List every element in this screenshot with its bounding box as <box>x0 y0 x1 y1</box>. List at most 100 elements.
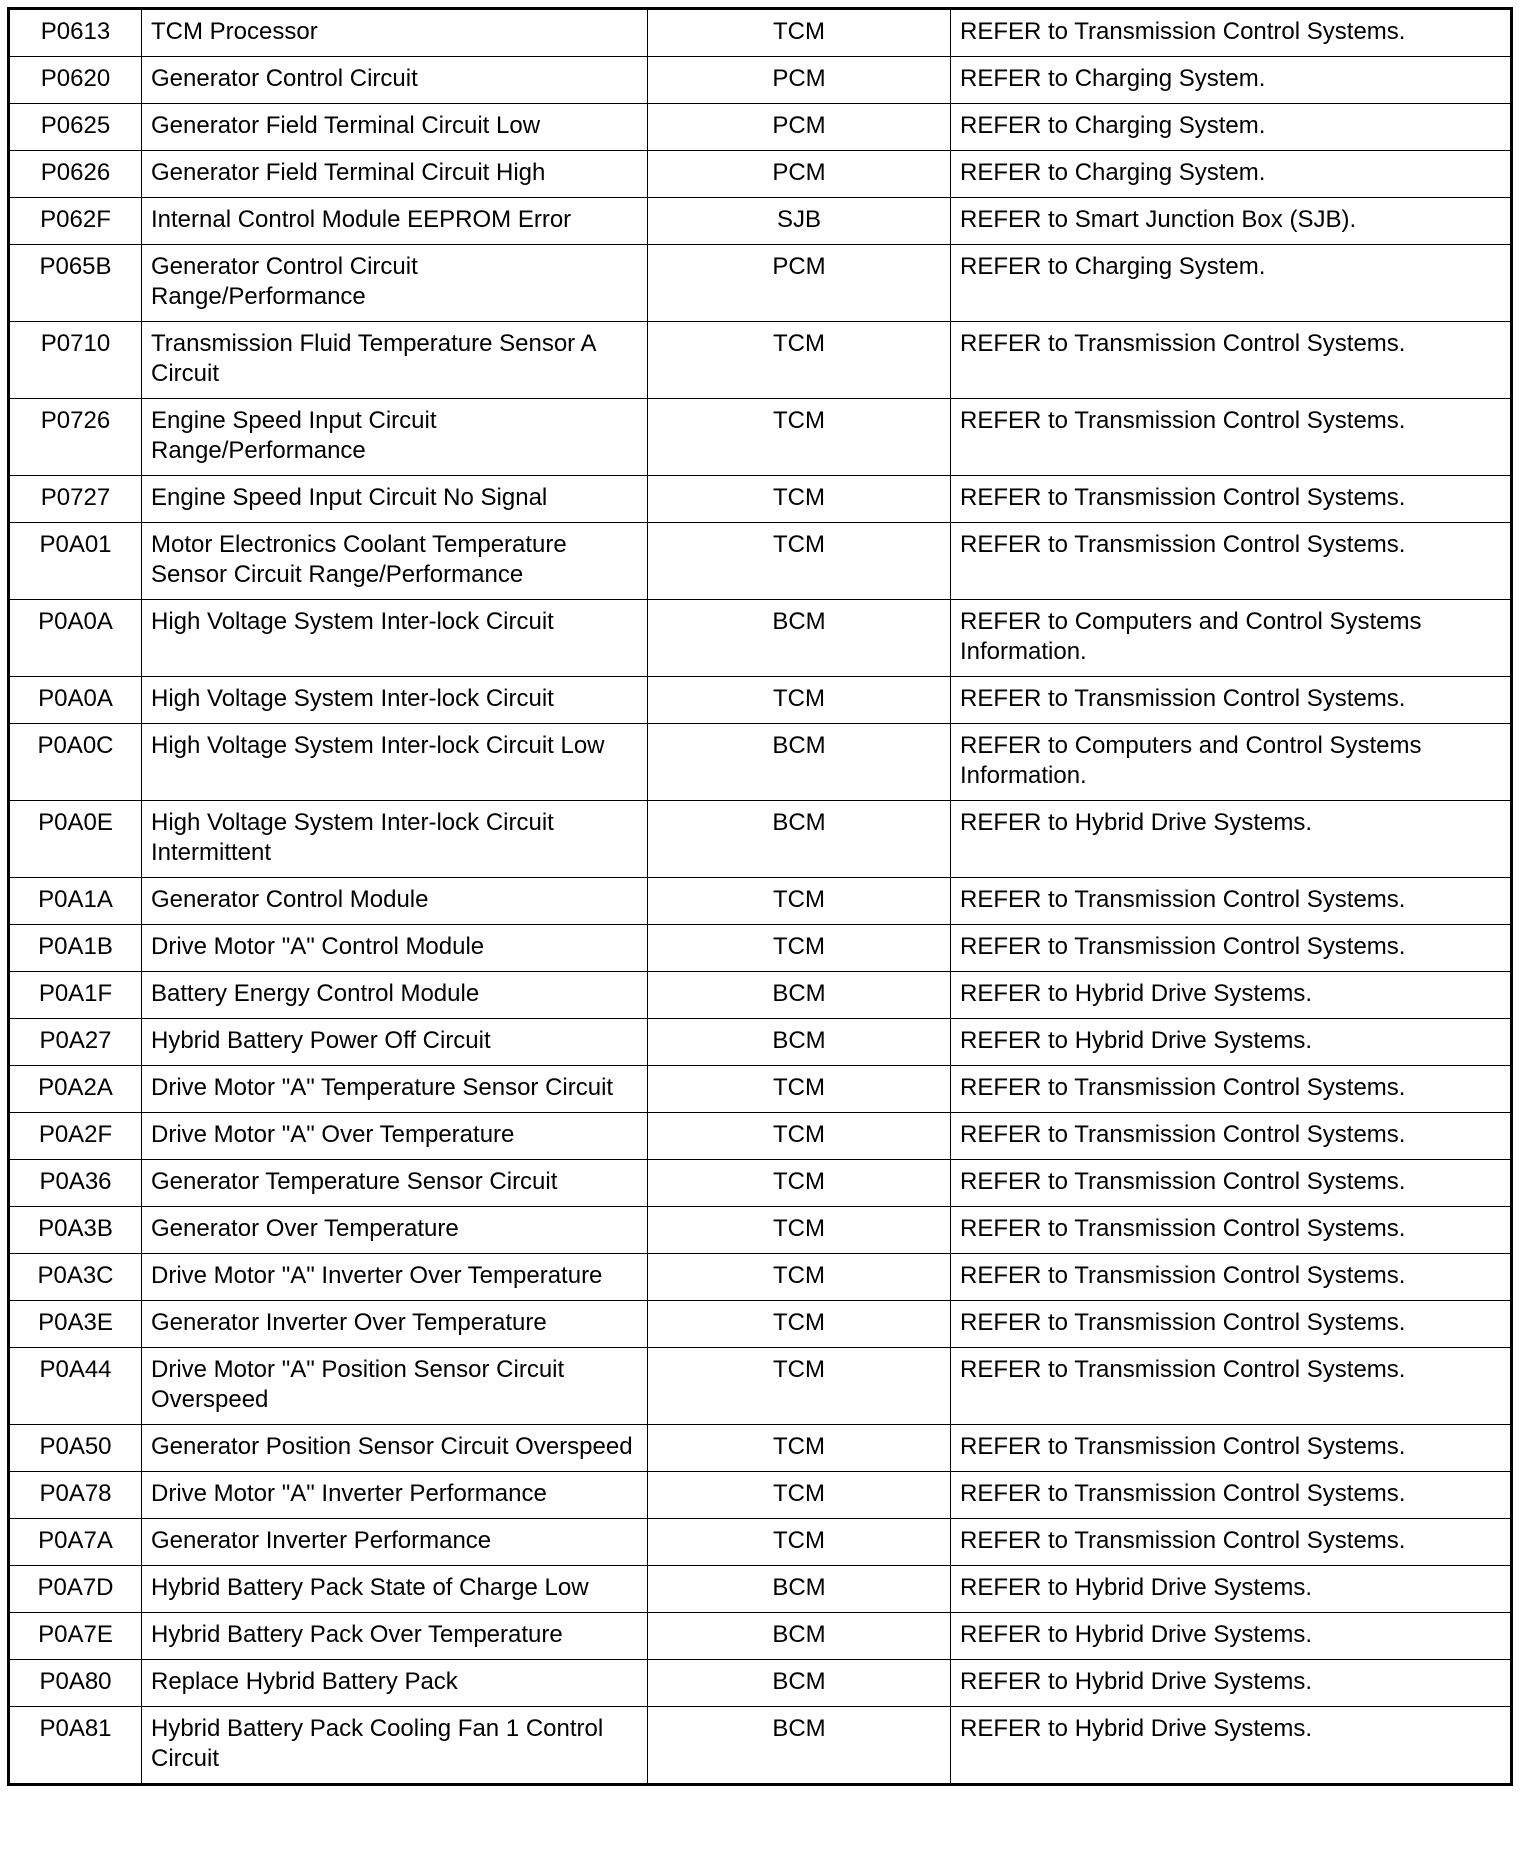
module-cell: TCM <box>647 1112 951 1160</box>
table-row: P0A2F Drive Motor "A" Over Temperature TCM… <box>8 1112 1512 1160</box>
table-row: P0A1F Battery Energy Control Module BCM REF… <box>8 971 1512 1019</box>
dtc-code-cell: P065B <box>8 244 142 322</box>
description-cell: Generator Field Terminal Circuit Low <box>141 103 648 151</box>
table-row: P0A1A Generator Control Module TCM REFER to… <box>8 877 1512 925</box>
dtc-code-cell: P0A1A <box>8 877 142 925</box>
dtc-code-cell: P0A3B <box>8 1206 142 1254</box>
dtc-code-cell: P0A3E <box>8 1300 142 1348</box>
action-cell: REFER to Smart Junction Box (SJB). <box>950 197 1512 245</box>
module-cell: BCM <box>647 1018 951 1066</box>
dtc-code-cell: P0A3C <box>8 1253 142 1301</box>
module-cell: PCM <box>647 244 951 322</box>
description-cell: Generator Field Terminal Circuit High <box>141 150 648 198</box>
dtc-code-cell: P0A0C <box>8 723 142 801</box>
module-cell: TCM <box>647 1253 951 1301</box>
table-row: P0A7D Hybrid Battery Pack State of Charge… <box>8 1565 1512 1613</box>
dtc-table: P0613 TCM Processor TCM REFER to Transmissi… <box>7 7 1513 1786</box>
description-cell: Engine Speed Input Circuit Range/Perform… <box>141 398 648 476</box>
dtc-code-cell: P0A44 <box>8 1347 142 1425</box>
description-cell: High Voltage System Inter-lock Circuit I… <box>141 800 648 878</box>
table-row: P0A0A High Voltage System Inter-lock Circ… <box>8 599 1512 677</box>
dtc-code-cell: P062F <box>8 197 142 245</box>
module-cell: PCM <box>647 103 951 151</box>
dtc-code-cell: P0620 <box>8 56 142 104</box>
module-cell: BCM <box>647 1659 951 1707</box>
description-cell: Internal Control Module EEPROM Error <box>141 197 648 245</box>
module-cell: SJB <box>647 197 951 245</box>
action-cell: REFER to Transmission Control Systems. <box>950 1471 1512 1519</box>
dtc-code-cell: P0A2F <box>8 1112 142 1160</box>
table-row: P0A80 Replace Hybrid Battery Pack BCM REFER… <box>8 1659 1512 1707</box>
module-cell: TCM <box>647 1347 951 1425</box>
description-cell: Generator Control Module <box>141 877 648 925</box>
dtc-code-cell: P0A50 <box>8 1424 142 1472</box>
table-row: P0A01 Motor Electronics Coolant Temperatu… <box>8 522 1512 600</box>
dtc-code-cell: P0626 <box>8 150 142 198</box>
module-cell: TCM <box>647 1065 951 1113</box>
dtc-code-cell: P0A81 <box>8 1706 142 1785</box>
description-cell: Generator Position Sensor Circuit Oversp… <box>141 1424 648 1472</box>
action-cell: REFER to Hybrid Drive Systems. <box>950 1706 1512 1785</box>
table-row: P062F Internal Control Module EEPROM Erro… <box>8 197 1512 245</box>
action-cell: REFER to Transmission Control Systems. <box>950 321 1512 399</box>
module-cell: TCM <box>647 924 951 972</box>
table-row: P0A3E Generator Inverter Over Temperature… <box>8 1300 1512 1348</box>
description-cell: Hybrid Battery Power Off Circuit <box>141 1018 648 1066</box>
table-row: P0A44 Drive Motor "A" Position Sensor Cir… <box>8 1347 1512 1425</box>
action-cell: REFER to Transmission Control Systems. <box>950 1424 1512 1472</box>
module-cell: TCM <box>647 877 951 925</box>
module-cell: TCM <box>647 1159 951 1207</box>
description-cell: Drive Motor "A" Inverter Over Temperatur… <box>141 1253 648 1301</box>
table-row: P0A0A High Voltage System Inter-lock Circ… <box>8 676 1512 724</box>
dtc-code-cell: P0726 <box>8 398 142 476</box>
description-cell: Generator Temperature Sensor Circuit <box>141 1159 648 1207</box>
dtc-code-cell: P0A0A <box>8 599 142 677</box>
module-cell: BCM <box>647 1565 951 1613</box>
dtc-code-cell: P0A36 <box>8 1159 142 1207</box>
action-cell: REFER to Transmission Control Systems. <box>950 522 1512 600</box>
action-cell: REFER to Transmission Control Systems. <box>950 8 1512 57</box>
table-row: P0A27 Hybrid Battery Power Off Circuit BCM… <box>8 1018 1512 1066</box>
description-cell: Generator Control Circuit Range/Performa… <box>141 244 648 322</box>
description-cell: Transmission Fluid Temperature Sensor A … <box>141 321 648 399</box>
module-cell: BCM <box>647 723 951 801</box>
action-cell: REFER to Transmission Control Systems. <box>950 1159 1512 1207</box>
table-row: P0A78 Drive Motor "A" Inverter Performanc… <box>8 1471 1512 1519</box>
dtc-code-cell: P0613 <box>8 8 142 57</box>
description-cell: Engine Speed Input Circuit No Signal <box>141 475 648 523</box>
description-cell: Replace Hybrid Battery Pack <box>141 1659 648 1707</box>
description-cell: Generator Over Temperature <box>141 1206 648 1254</box>
dtc-code-cell: P0A0A <box>8 676 142 724</box>
action-cell: REFER to Hybrid Drive Systems. <box>950 1565 1512 1613</box>
description-cell: Generator Inverter Over Temperature <box>141 1300 648 1348</box>
action-cell: REFER to Transmission Control Systems. <box>950 1253 1512 1301</box>
action-cell: REFER to Transmission Control Systems. <box>950 877 1512 925</box>
dtc-code-cell: P0727 <box>8 475 142 523</box>
dtc-code-cell: P0A1B <box>8 924 142 972</box>
description-cell: Motor Electronics Coolant Temperature Se… <box>141 522 648 600</box>
action-cell: REFER to Transmission Control Systems. <box>950 924 1512 972</box>
description-cell: Drive Motor "A" Position Sensor Circuit … <box>141 1347 648 1425</box>
description-cell: Drive Motor "A" Over Temperature <box>141 1112 648 1160</box>
action-cell: REFER to Hybrid Drive Systems. <box>950 1018 1512 1066</box>
table-row: P0A7E Hybrid Battery Pack Over Temperatur… <box>8 1612 1512 1660</box>
action-cell: REFER to Transmission Control Systems. <box>950 676 1512 724</box>
table-row: P0A3C Drive Motor "A" Inverter Over Tempe… <box>8 1253 1512 1301</box>
dtc-table-body: P0613 TCM Processor TCM REFER to Transmissi… <box>8 8 1512 1785</box>
action-cell: REFER to Transmission Control Systems. <box>950 475 1512 523</box>
dtc-code-cell: P0A01 <box>8 522 142 600</box>
module-cell: TCM <box>647 1471 951 1519</box>
module-cell: TCM <box>647 1206 951 1254</box>
description-cell: Generator Inverter Performance <box>141 1518 648 1566</box>
description-cell: High Voltage System Inter-lock Circuit <box>141 676 648 724</box>
module-cell: TCM <box>647 1424 951 1472</box>
action-cell: REFER to Computers and Control Systems I… <box>950 599 1512 677</box>
dtc-code-cell: P0A0E <box>8 800 142 878</box>
module-cell: TCM <box>647 1518 951 1566</box>
module-cell: TCM <box>647 475 951 523</box>
action-cell: REFER to Charging System. <box>950 244 1512 322</box>
description-cell: Drive Motor "A" Temperature Sensor Circu… <box>141 1065 648 1113</box>
dtc-code-cell: P0A27 <box>8 1018 142 1066</box>
dtc-code-cell: P0710 <box>8 321 142 399</box>
action-cell: REFER to Charging System. <box>950 150 1512 198</box>
